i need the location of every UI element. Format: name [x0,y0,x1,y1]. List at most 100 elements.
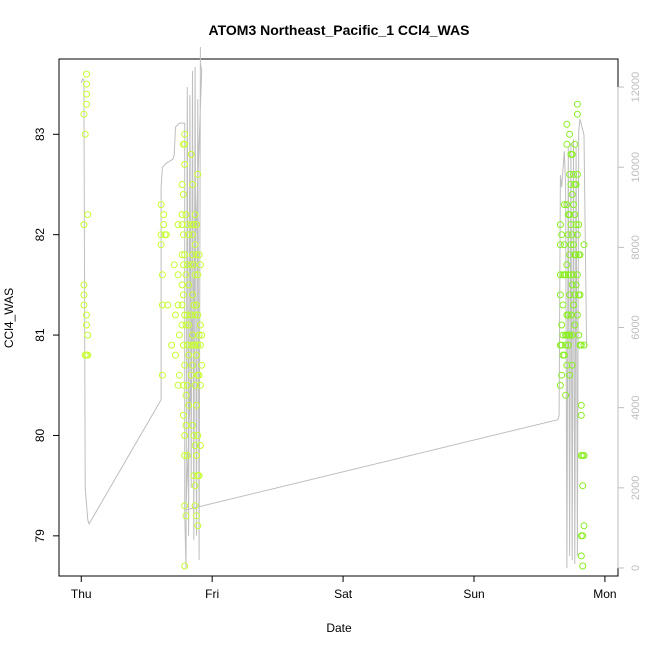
data-point [191,341,199,349]
data-point [178,251,186,259]
data-point [196,261,204,269]
data-point [563,201,571,209]
data-point [566,130,574,138]
data-point [191,311,199,319]
data-point [563,261,571,269]
data-point [179,231,187,239]
data-point [183,381,191,389]
data-point [568,191,576,198]
data-point [174,381,182,389]
data-point [181,562,189,570]
y-axis: 79 80 81 82 83 [33,127,60,543]
data-point [80,281,88,289]
data-point [195,331,203,339]
y2-tick-label: 4000 [630,395,642,419]
data-point [198,331,206,339]
data-point [193,221,200,229]
data-point [196,442,204,449]
data-point [162,231,170,239]
data-point [556,291,564,299]
data-point [194,311,202,319]
data-point [185,321,193,329]
data-point [182,271,190,279]
y2-tick-label: 12000 [630,72,642,103]
data-point [174,301,182,309]
data-point [174,221,182,229]
data-point [179,411,187,419]
data-point [566,170,574,178]
data-point [564,341,572,349]
data-point [575,331,583,339]
data-point [194,341,202,349]
y2-tick-label: 8000 [630,235,642,259]
data-point [175,331,183,339]
data-point [568,150,576,158]
data-point [563,120,571,128]
data-point [185,351,193,359]
data-point [570,271,577,279]
data-point [572,281,580,289]
data-point [573,231,581,239]
data-point [179,341,187,349]
data-point [562,391,570,399]
data-point [558,321,566,329]
data-point [187,371,195,379]
data-point [181,130,189,138]
data-point [559,331,567,339]
data-point [571,321,579,329]
data-point [179,191,187,198]
data-point [572,181,580,188]
data-point [185,401,193,409]
data-point [577,341,585,349]
data-point [193,301,200,309]
data-point [558,371,566,379]
data-point [576,251,584,259]
x-axis-label: Date [326,621,352,635]
data-point [566,331,574,339]
data-point [158,271,166,279]
data-point [174,271,182,279]
data-point [571,291,579,299]
y-tick-label: 79 [33,529,47,543]
data-point [556,381,564,389]
data-point [191,442,199,449]
data-point [571,211,579,219]
data-point [579,532,587,540]
data-point [195,251,203,259]
data-point [83,311,90,319]
data-point [556,241,564,249]
data-point [560,351,568,359]
data-point [556,271,564,279]
data-point [189,231,196,239]
data-point [191,482,199,490]
data-point [191,211,199,219]
y2-tick-label: 6000 [630,315,642,339]
data-point [183,311,191,319]
data-point [189,421,196,429]
data-point [172,311,179,319]
y2-tick-label: 0 [630,565,642,571]
data-point [181,160,189,168]
data-point [172,351,179,359]
data-point [566,291,574,299]
data-point [193,251,200,259]
data-point [559,301,567,309]
x-axis: Thu Fri Sat Sun Mon [71,575,617,601]
data-point [196,381,204,389]
data-point [566,211,574,219]
data-point [190,221,198,229]
x-tick-label: Fri [205,587,219,601]
data-point [194,170,202,178]
data-point [182,391,190,399]
data-point [570,301,577,309]
data-point [562,271,570,279]
data-point [80,301,88,309]
data-point [572,221,580,229]
x-tick-label: Mon [593,587,616,601]
data-point [560,241,568,249]
data-point [181,432,189,439]
data-point [558,231,566,239]
data-point [157,201,165,209]
data-point [567,241,575,249]
data-point [179,381,187,389]
